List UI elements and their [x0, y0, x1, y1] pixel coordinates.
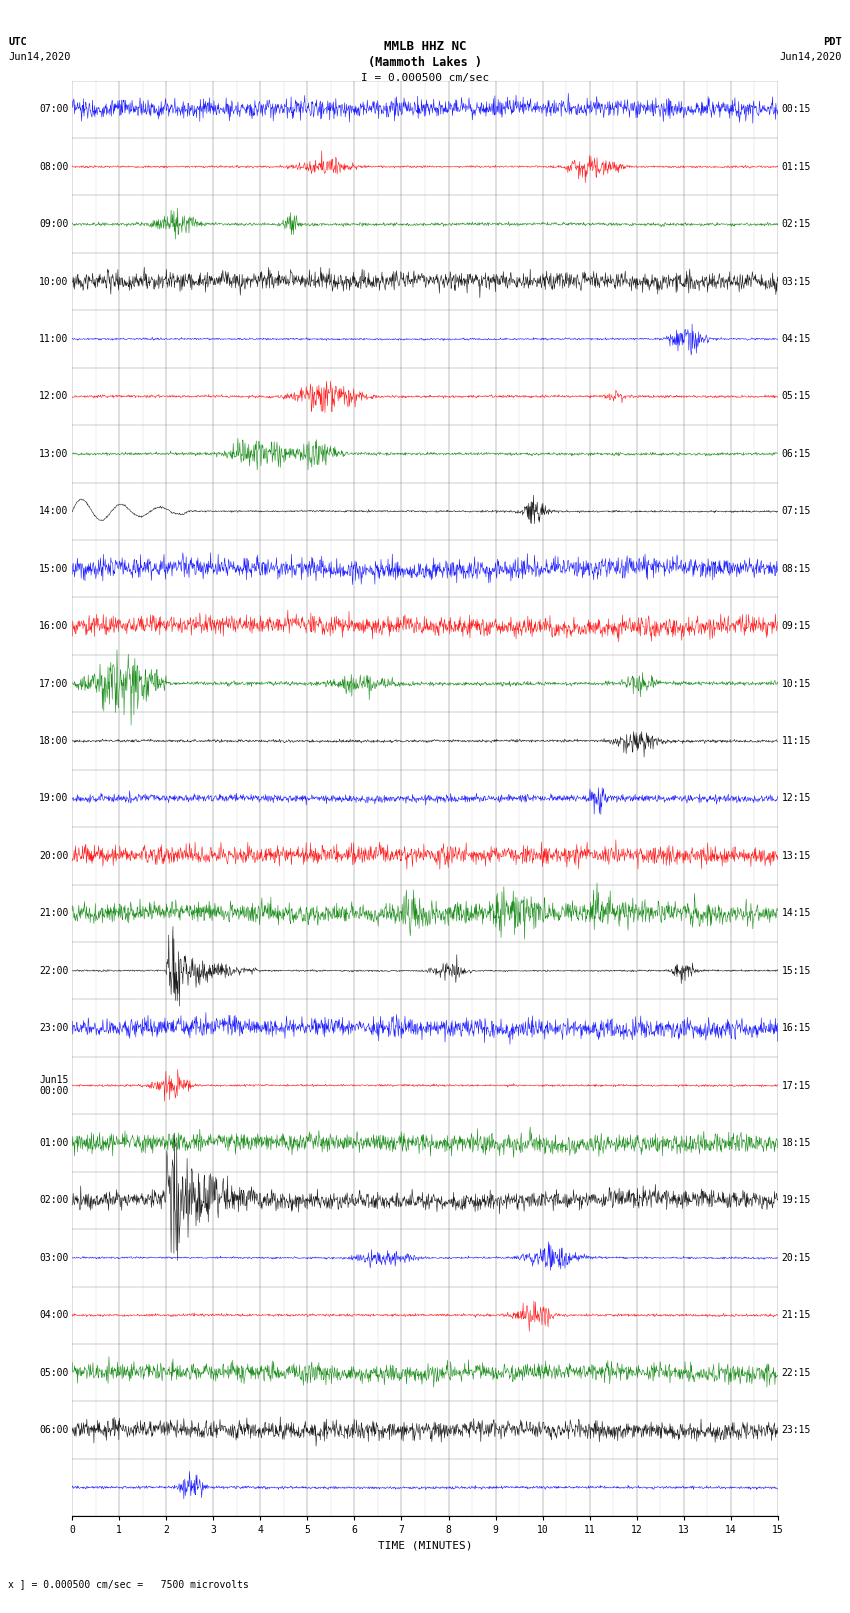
X-axis label: TIME (MINUTES): TIME (MINUTES)	[377, 1540, 473, 1550]
Text: 06:15: 06:15	[781, 448, 811, 458]
Text: 22:00: 22:00	[39, 966, 69, 976]
Text: MMLB HHZ NC: MMLB HHZ NC	[383, 40, 467, 53]
Text: 15:15: 15:15	[781, 966, 811, 976]
Text: 08:15: 08:15	[781, 565, 811, 574]
Text: 14:15: 14:15	[781, 908, 811, 918]
Text: 13:00: 13:00	[39, 448, 69, 458]
Text: 02:00: 02:00	[39, 1195, 69, 1205]
Text: 20:00: 20:00	[39, 852, 69, 861]
Text: I = 0.000500 cm/sec: I = 0.000500 cm/sec	[361, 73, 489, 82]
Text: 23:00: 23:00	[39, 1023, 69, 1032]
Text: 09:00: 09:00	[39, 219, 69, 229]
Text: PDT: PDT	[823, 37, 842, 47]
Text: 10:00: 10:00	[39, 277, 69, 287]
Text: 13:15: 13:15	[781, 852, 811, 861]
Text: 14:00: 14:00	[39, 506, 69, 516]
Text: 23:15: 23:15	[781, 1426, 811, 1436]
Text: 05:15: 05:15	[781, 392, 811, 402]
Text: 17:15: 17:15	[781, 1081, 811, 1090]
Text: 04:15: 04:15	[781, 334, 811, 344]
Text: 03:15: 03:15	[781, 277, 811, 287]
Text: 01:15: 01:15	[781, 161, 811, 171]
Text: 16:15: 16:15	[781, 1023, 811, 1032]
Text: 04:00: 04:00	[39, 1310, 69, 1319]
Text: 20:15: 20:15	[781, 1253, 811, 1263]
Text: 09:15: 09:15	[781, 621, 811, 631]
Text: 05:00: 05:00	[39, 1368, 69, 1378]
Text: UTC: UTC	[8, 37, 27, 47]
Text: 19:15: 19:15	[781, 1195, 811, 1205]
Text: 17:00: 17:00	[39, 679, 69, 689]
Text: 21:15: 21:15	[781, 1310, 811, 1319]
Text: 18:00: 18:00	[39, 736, 69, 745]
Text: Jun14,2020: Jun14,2020	[8, 52, 71, 61]
Text: 00:15: 00:15	[781, 105, 811, 115]
Text: 21:00: 21:00	[39, 908, 69, 918]
Text: 22:15: 22:15	[781, 1368, 811, 1378]
Text: 07:00: 07:00	[39, 105, 69, 115]
Text: 12:00: 12:00	[39, 392, 69, 402]
Text: 06:00: 06:00	[39, 1426, 69, 1436]
Text: 11:15: 11:15	[781, 736, 811, 745]
Text: 03:00: 03:00	[39, 1253, 69, 1263]
Text: 01:00: 01:00	[39, 1139, 69, 1148]
Text: 10:15: 10:15	[781, 679, 811, 689]
Text: 16:00: 16:00	[39, 621, 69, 631]
Text: 07:15: 07:15	[781, 506, 811, 516]
Text: 15:00: 15:00	[39, 565, 69, 574]
Text: 19:00: 19:00	[39, 794, 69, 803]
Text: 02:15: 02:15	[781, 219, 811, 229]
Text: Jun14,2020: Jun14,2020	[779, 52, 842, 61]
Text: x ] = 0.000500 cm/sec =   7500 microvolts: x ] = 0.000500 cm/sec = 7500 microvolts	[8, 1579, 249, 1589]
Text: 11:00: 11:00	[39, 334, 69, 344]
Text: 18:15: 18:15	[781, 1139, 811, 1148]
Text: 08:00: 08:00	[39, 161, 69, 171]
Text: Jun15
00:00: Jun15 00:00	[39, 1074, 69, 1097]
Text: (Mammoth Lakes ): (Mammoth Lakes )	[368, 56, 482, 69]
Text: 12:15: 12:15	[781, 794, 811, 803]
